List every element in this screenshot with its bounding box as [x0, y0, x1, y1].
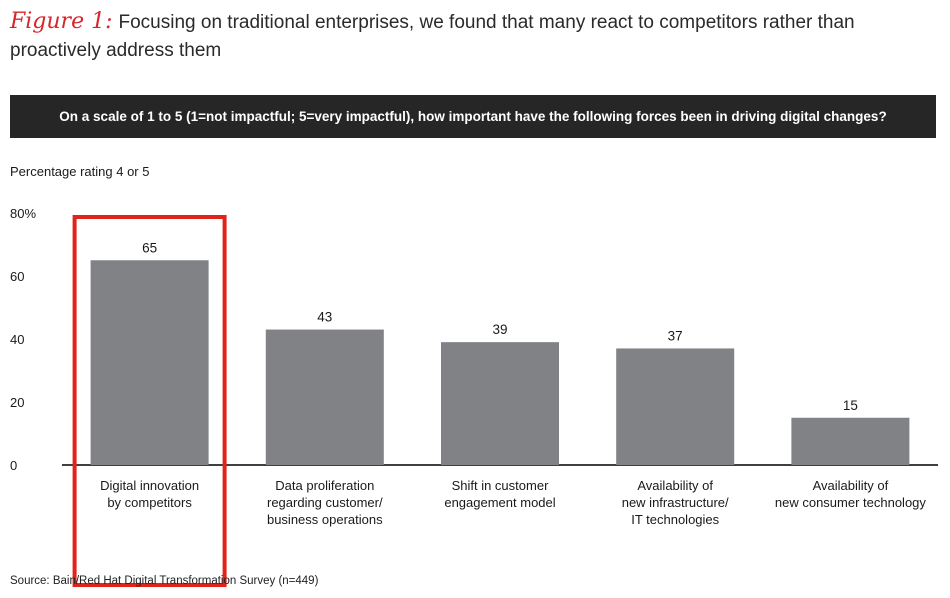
y-tick-label: 40 [10, 332, 24, 347]
y-tick-label: 60 [10, 269, 24, 284]
y-tick-label: 0 [10, 458, 17, 473]
category-label: Shift in customer engagement model [444, 478, 555, 510]
question-text: On a scale of 1 to 5 (1=not impactful; 5… [59, 109, 887, 124]
y-tick-label: 80% [10, 206, 36, 221]
y-axis-label: Percentage rating 4 or 5 [10, 164, 149, 179]
category-label: Availability of new infrastructure/IT tec… [622, 478, 729, 527]
data-label: 15 [843, 398, 858, 413]
figure-title-text: Focusing on traditional enterprises, we … [10, 12, 855, 61]
bar [90, 260, 209, 465]
category-label: Availability of new consumer technology [775, 478, 927, 510]
source-note: Source: Bain/Red Hat Digital Transformat… [10, 575, 319, 587]
bar [616, 348, 735, 465]
bar [791, 417, 910, 465]
category-label: Digital innovation by competitors [100, 478, 199, 510]
figure-title: Figure 1: Focusing on traditional enterpr… [10, 8, 945, 65]
category-label: Data proliferation regarding customer/bus… [267, 478, 383, 527]
highlight-box [72, 215, 227, 587]
data-label: 43 [317, 310, 332, 325]
bar [265, 329, 384, 465]
bar [441, 342, 559, 465]
question-banner: On a scale of 1 to 5 (1=not impactful; 5… [10, 95, 936, 138]
figure-label: Figure 1: [10, 9, 113, 34]
y-tick-label: 20 [10, 395, 24, 410]
data-label: 37 [668, 328, 683, 343]
data-label: 39 [492, 322, 507, 337]
data-label: 65 [142, 240, 157, 255]
